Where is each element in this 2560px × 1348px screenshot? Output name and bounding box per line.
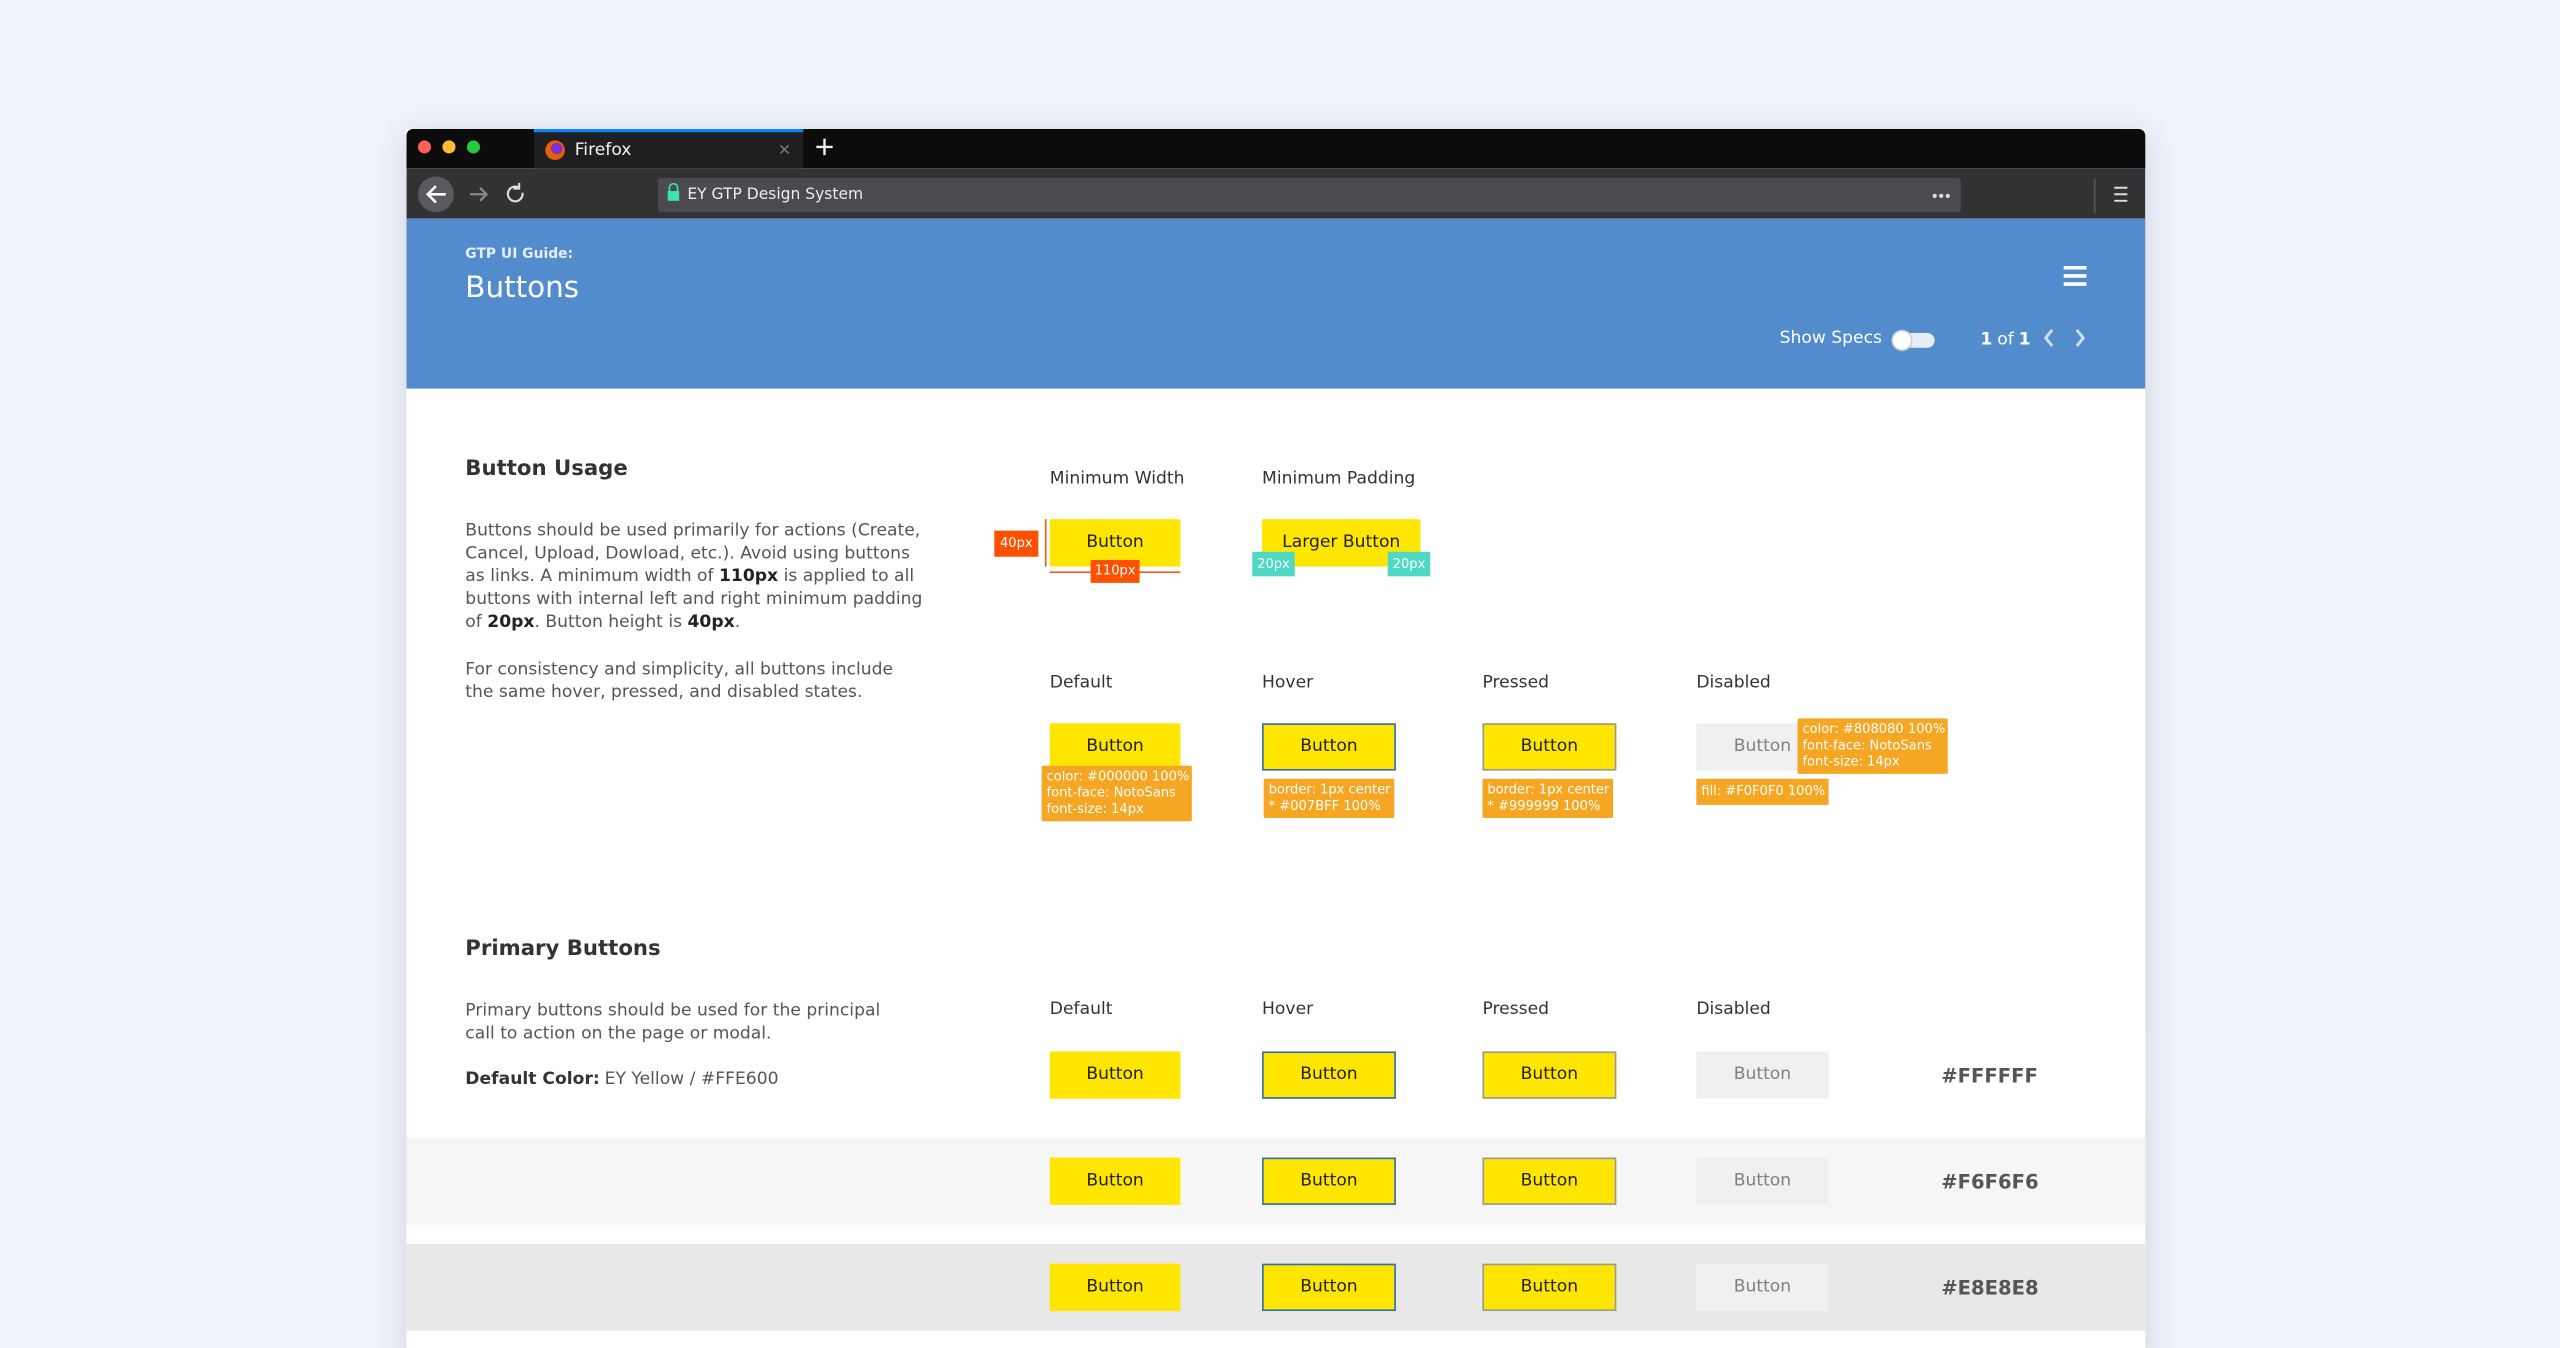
default-color-value: EY Yellow / #FFE600	[604, 1069, 779, 1089]
state-label: Default	[1049, 999, 1113, 1020]
header-title: Buttons	[465, 271, 580, 306]
close-dot[interactable]	[417, 140, 432, 154]
default-color-label: Default Color:	[465, 1069, 600, 1089]
tab-indicator	[533, 128, 804, 133]
minimize-dot[interactable]	[442, 140, 456, 154]
tab-close[interactable]	[779, 144, 790, 155]
header-icons	[1891, 265, 2087, 352]
state-label: Hover	[1262, 999, 1314, 1020]
state-label: Disabled	[1696, 672, 1771, 693]
header-eyebrow: GTP UI Guide:	[465, 247, 574, 264]
usage-paragraph: For consistency and simplicity, all butt…	[465, 659, 894, 703]
section-title: Button Usage	[465, 456, 628, 481]
prev-page[interactable]	[2043, 328, 2054, 348]
spec-note-line: font-size: 14px	[1046, 801, 1144, 817]
spec-tag: 20px	[1252, 551, 1295, 577]
button[interactable]: Button	[1696, 1051, 1829, 1099]
spec-note: color: #000000 100% font-face: NotoSans fo…	[1041, 765, 1192, 822]
spec-label: Minimum Padding	[1262, 468, 1416, 489]
state-label: Pressed	[1482, 672, 1550, 693]
state-label: Hover	[1262, 672, 1314, 693]
browser-chrome-icons	[406, 128, 2146, 219]
emphasis: 40px	[687, 612, 735, 632]
pager: 1 of 1	[1980, 328, 2030, 351]
back-arrow	[425, 185, 446, 204]
forward-button[interactable]	[470, 186, 489, 202]
default-color: Default Color: EY Yellow / #FFE600	[465, 1068, 778, 1091]
url-bar[interactable]	[657, 177, 1961, 213]
toggle-knob	[1891, 329, 1913, 352]
lock-shackle	[668, 182, 679, 192]
spec-note-line: color: #808080 100%	[1802, 721, 1946, 737]
show-specs-label: Show Specs	[1779, 328, 1882, 349]
section-title: Primary Buttons	[465, 936, 661, 961]
button[interactable]: Button	[1049, 519, 1181, 567]
background-label: #F6F6F6	[1941, 1170, 2039, 1194]
emphasis: 20px	[487, 612, 535, 632]
spec-note-line: font-face: NotoSans	[1046, 785, 1176, 800]
background-label: #FFFFFF	[1941, 1064, 2038, 1088]
text-run: . Button height is	[534, 612, 688, 632]
spec-note: border: 1px center * #999999 100%	[1482, 778, 1614, 818]
pager-total: 1	[2018, 329, 2031, 350]
page-header	[406, 218, 2146, 389]
spec-note-line: color: #000000 100%	[1046, 768, 1190, 784]
button[interactable]: Button	[1262, 1051, 1396, 1099]
new-tab[interactable]	[816, 138, 833, 156]
app-menu[interactable]	[2114, 186, 2128, 202]
lock-icon	[667, 191, 680, 201]
button[interactable]: Button	[1482, 1263, 1617, 1312]
pager-current: 1	[1980, 329, 1993, 350]
text-run: .	[734, 612, 741, 632]
button[interactable]: Button	[1696, 1263, 1829, 1312]
text-run: Buttons should be used primarily for act…	[465, 520, 921, 587]
button[interactable]: Button	[1262, 723, 1396, 771]
button[interactable]: Button	[1482, 1051, 1617, 1099]
spec-note: border: 1px center * #007BFF 100%	[1263, 778, 1395, 818]
spec-tag: 20px	[1387, 551, 1431, 577]
active-tab[interactable]	[533, 128, 804, 169]
firefox-logo-inner	[551, 142, 563, 155]
reload-button[interactable]	[506, 182, 524, 203]
spec-label: Minimum Width	[1049, 468, 1185, 489]
spec-note: fill: #F0F0F0 100%	[1696, 778, 1829, 805]
spec-tag: 40px	[994, 530, 1039, 557]
button[interactable]: Button	[1262, 1263, 1396, 1312]
next-page[interactable]	[2075, 328, 2086, 348]
text-run: is applied to all buttons with internal …	[465, 566, 923, 632]
button[interactable]: Button	[1696, 1157, 1829, 1205]
usage-paragraph: Buttons should be used primarily for act…	[465, 519, 930, 633]
spec-note-line: * #999999 100%	[1487, 798, 1601, 814]
spec-tag: 110px	[1090, 560, 1140, 583]
state-label: Pressed	[1482, 999, 1550, 1020]
tab-title: Firefox	[574, 140, 632, 161]
button[interactable]: Button	[1262, 1157, 1396, 1205]
button[interactable]: Button	[1049, 1157, 1181, 1205]
dimension-line	[1044, 519, 1047, 567]
background-label: #E8E8E8	[1941, 1277, 2039, 1300]
primary-description: Primary buttons should be used for the p…	[465, 1000, 881, 1044]
spec-note-line: * #007BFF 100%	[1268, 798, 1381, 814]
spec-note-line: border: 1px center	[1487, 782, 1610, 797]
emphasis: 110px	[719, 566, 779, 587]
button[interactable]: Button	[1049, 723, 1181, 771]
url-text: EY GTP Design System	[687, 185, 864, 204]
state-label: Default	[1049, 672, 1113, 693]
button[interactable]: Button	[1049, 1263, 1181, 1312]
spec-note-line: font-face: NotoSans	[1802, 737, 1932, 753]
state-label: Disabled	[1696, 999, 1771, 1020]
button[interactable]: Button	[1482, 723, 1617, 771]
spec-note-line: font-size: 14px	[1802, 754, 1900, 769]
hamburger-menu[interactable]	[2063, 265, 2087, 286]
zoom-dot[interactable]	[466, 140, 480, 154]
page-actions[interactable]	[1932, 193, 1950, 199]
spec-note: color: #808080 100% font-face: NotoSans fo…	[1797, 718, 1948, 774]
pager-of: of	[1997, 329, 2014, 350]
button[interactable]: Button	[1482, 1157, 1617, 1205]
button[interactable]: Button	[1049, 1051, 1181, 1099]
spec-note-line: border: 1px center	[1268, 782, 1391, 797]
